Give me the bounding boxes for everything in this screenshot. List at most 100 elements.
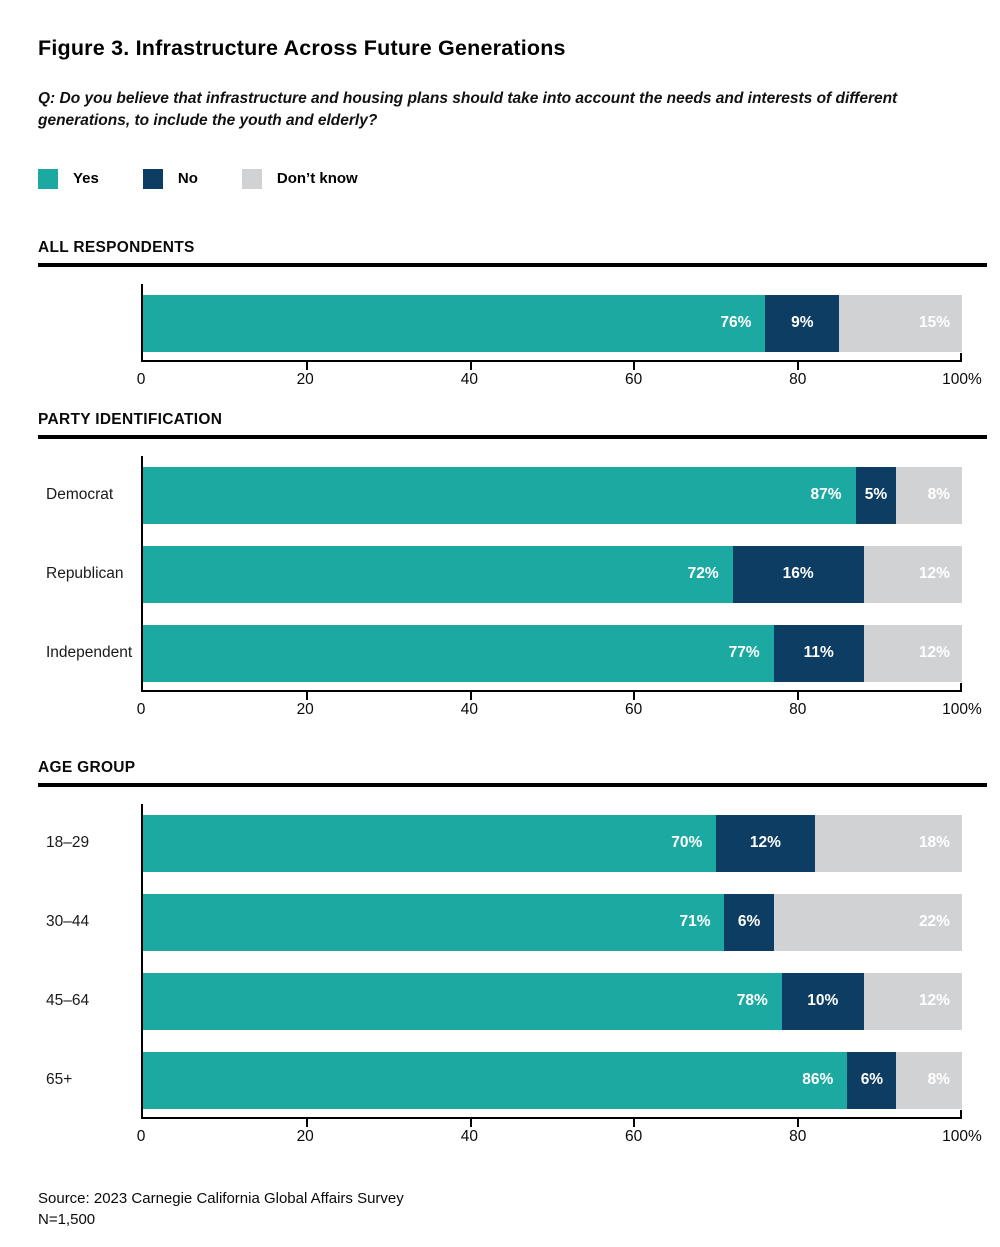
bar-segment-dont_know: 15% — [839, 294, 962, 352]
footer: Source: 2023 Carnegie California Global … — [38, 1188, 987, 1230]
bar-value-label: 16% — [782, 565, 814, 583]
legend-item-no: No — [142, 168, 198, 189]
bar-segment-no: 6% — [724, 893, 774, 951]
x-axis-tick-label: 60 — [624, 1127, 643, 1145]
x-axis-end-tick — [960, 1109, 962, 1117]
x-axis-tick-label: 40 — [460, 370, 479, 388]
bar-segment-no: 12% — [716, 814, 815, 872]
x-axis-tick-label: 20 — [296, 370, 314, 388]
bar-value-label: 10% — [807, 992, 839, 1010]
stacked-bar-chart-party-identification: Democrat 87% 5% 8% Republican 72% 16% 12% Indepe… — [38, 455, 987, 719]
x-axis: 0 20 40 60 80 100% — [137, 1119, 982, 1146]
bar-row: Democrat 87% 5% 8% — [46, 466, 962, 524]
x-axis-tick-label: 20 — [296, 1127, 314, 1145]
question-text: Q: Do you believe that infrastructure an… — [38, 90, 898, 130]
bar-value-label: 9% — [791, 314, 814, 332]
bar-row: 30–44 71% 6% 22% — [46, 893, 962, 951]
bar-segment-yes: 72% — [143, 545, 733, 603]
legend-swatch-yes — [38, 168, 58, 189]
bar-value-label: 87% — [810, 486, 842, 504]
bar-row: 65+ 86% 6% 8% — [46, 1051, 962, 1109]
section-header-age-group: AGE GROUP — [38, 758, 136, 776]
plot-area: 18–29 70% 12% 18% 30–44 71% 6% 22% 45–64 78% 10% 12… — [46, 803, 962, 1127]
x-axis-tick — [797, 1118, 800, 1127]
section-header-all-respondents: ALL RESPONDENTS — [38, 238, 195, 256]
bar-segment-dont_know: 8% — [896, 466, 962, 524]
section-header-party-identification: PARTY IDENTIFICATION — [38, 410, 223, 428]
bar-segment-no: 6% — [847, 1051, 897, 1109]
x-axis-tick-label: 80 — [789, 1127, 807, 1145]
section-divider — [38, 782, 987, 787]
sample-size-text: N=1,500 — [38, 1210, 96, 1228]
category-label: Independent — [46, 644, 133, 662]
bar-value-label: 77% — [728, 644, 760, 662]
bar-value-label: 11% — [803, 644, 834, 662]
legend-label-no: No — [177, 170, 198, 188]
bar-segment-yes: 78% — [143, 972, 782, 1030]
x-axis-tick-label: 0 — [136, 1127, 146, 1145]
bar-value-label: 6% — [737, 913, 761, 931]
plot-area: Democrat 87% 5% 8% Republican 72% 16% 12% Indepe… — [46, 455, 962, 700]
x-axis-end-tick — [960, 352, 962, 360]
x-axis-tick-label: 100% — [942, 370, 982, 388]
bar-value-label: 15% — [918, 314, 950, 332]
x-axis: 0 20 40 60 80 100% — [137, 362, 982, 389]
bar-value-label: 71% — [679, 913, 711, 931]
x-axis-tick-label: 40 — [460, 700, 479, 718]
x-axis-tick — [633, 361, 636, 370]
plot-area: 76% 9% 15% — [141, 283, 962, 370]
bar-segment-no: 5% — [855, 466, 897, 524]
bar-segment-no: 11% — [773, 624, 864, 682]
category-label: Republican — [46, 565, 124, 583]
bar-segment-no: 10% — [781, 972, 864, 1030]
section-all-respondents: ALL RESPONDENTS 76% 9% 15% 0 20 40 60 80 100% — [38, 239, 987, 389]
category-label: 65+ — [46, 1071, 73, 1089]
figure-title: Figure 3. Infrastructure Across Future G… — [38, 36, 566, 60]
x-axis-end-tick — [960, 682, 962, 690]
bar-row: Independent 77% 11% 12% — [46, 624, 962, 682]
bar-segment-no: 16% — [732, 545, 864, 603]
category-label: 30–44 — [46, 913, 90, 931]
bar-value-label: 12% — [918, 992, 950, 1010]
legend-item-dont-know: Don’t know — [241, 168, 358, 189]
x-axis-tick — [305, 691, 308, 700]
bar-segment-dont_know: 22% — [773, 893, 962, 951]
x-axis-tick — [633, 1118, 636, 1127]
bar-row: Republican 72% 16% 12% — [46, 545, 962, 603]
bar-value-label: 12% — [918, 644, 950, 662]
bar-value-label: 86% — [802, 1071, 834, 1089]
x-axis-tick-label: 0 — [136, 700, 146, 718]
bar-segment-dont_know: 18% — [814, 814, 962, 872]
bar-value-label: 78% — [736, 992, 768, 1010]
legend-swatch-dont-know — [241, 168, 262, 189]
x-axis-tick-label: 0 — [136, 370, 146, 388]
x-axis-tick — [305, 1118, 308, 1127]
x-axis-tick — [469, 361, 472, 370]
bar-value-label: 72% — [687, 565, 719, 583]
source-text: Source: 2023 Carnegie California Global … — [38, 1189, 404, 1207]
x-axis-tick-label: 80 — [789, 700, 807, 718]
section-party-identification: PARTY IDENTIFICATION Democrat 87% 5% 8% Repu… — [38, 411, 987, 719]
bar-value-label: 76% — [720, 314, 752, 332]
category-label: 45–64 — [46, 992, 90, 1010]
bar-segment-yes: 76% — [143, 294, 766, 352]
bar-value-label: 5% — [864, 486, 888, 504]
section-divider — [38, 262, 987, 267]
x-axis-tick-label: 60 — [624, 370, 643, 388]
bar-segment-no: 9% — [765, 294, 840, 352]
stacked-bar-chart-all-respondents: 76% 9% 15% 0 20 40 60 80 100% — [38, 283, 987, 389]
category-label: 18–29 — [46, 834, 90, 852]
bar-value-label: 70% — [671, 834, 703, 852]
bar-value-label: 6% — [860, 1071, 884, 1089]
bar-segment-dont_know: 12% — [863, 624, 962, 682]
x-axis-tick — [633, 691, 636, 700]
x-axis-tick-label: 80 — [789, 370, 807, 388]
stacked-bar-chart-age-group: 18–29 70% 12% 18% 30–44 71% 6% 22% 45–64 78% 10% 12… — [38, 803, 987, 1146]
bar-segment-dont_know: 12% — [863, 545, 962, 603]
bar-segment-yes: 87% — [143, 466, 856, 524]
x-axis-tick-label: 100% — [942, 1127, 982, 1145]
x-axis-tick — [797, 361, 800, 370]
bar-value-label: 8% — [927, 486, 950, 504]
bar-value-label: 12% — [749, 834, 781, 852]
